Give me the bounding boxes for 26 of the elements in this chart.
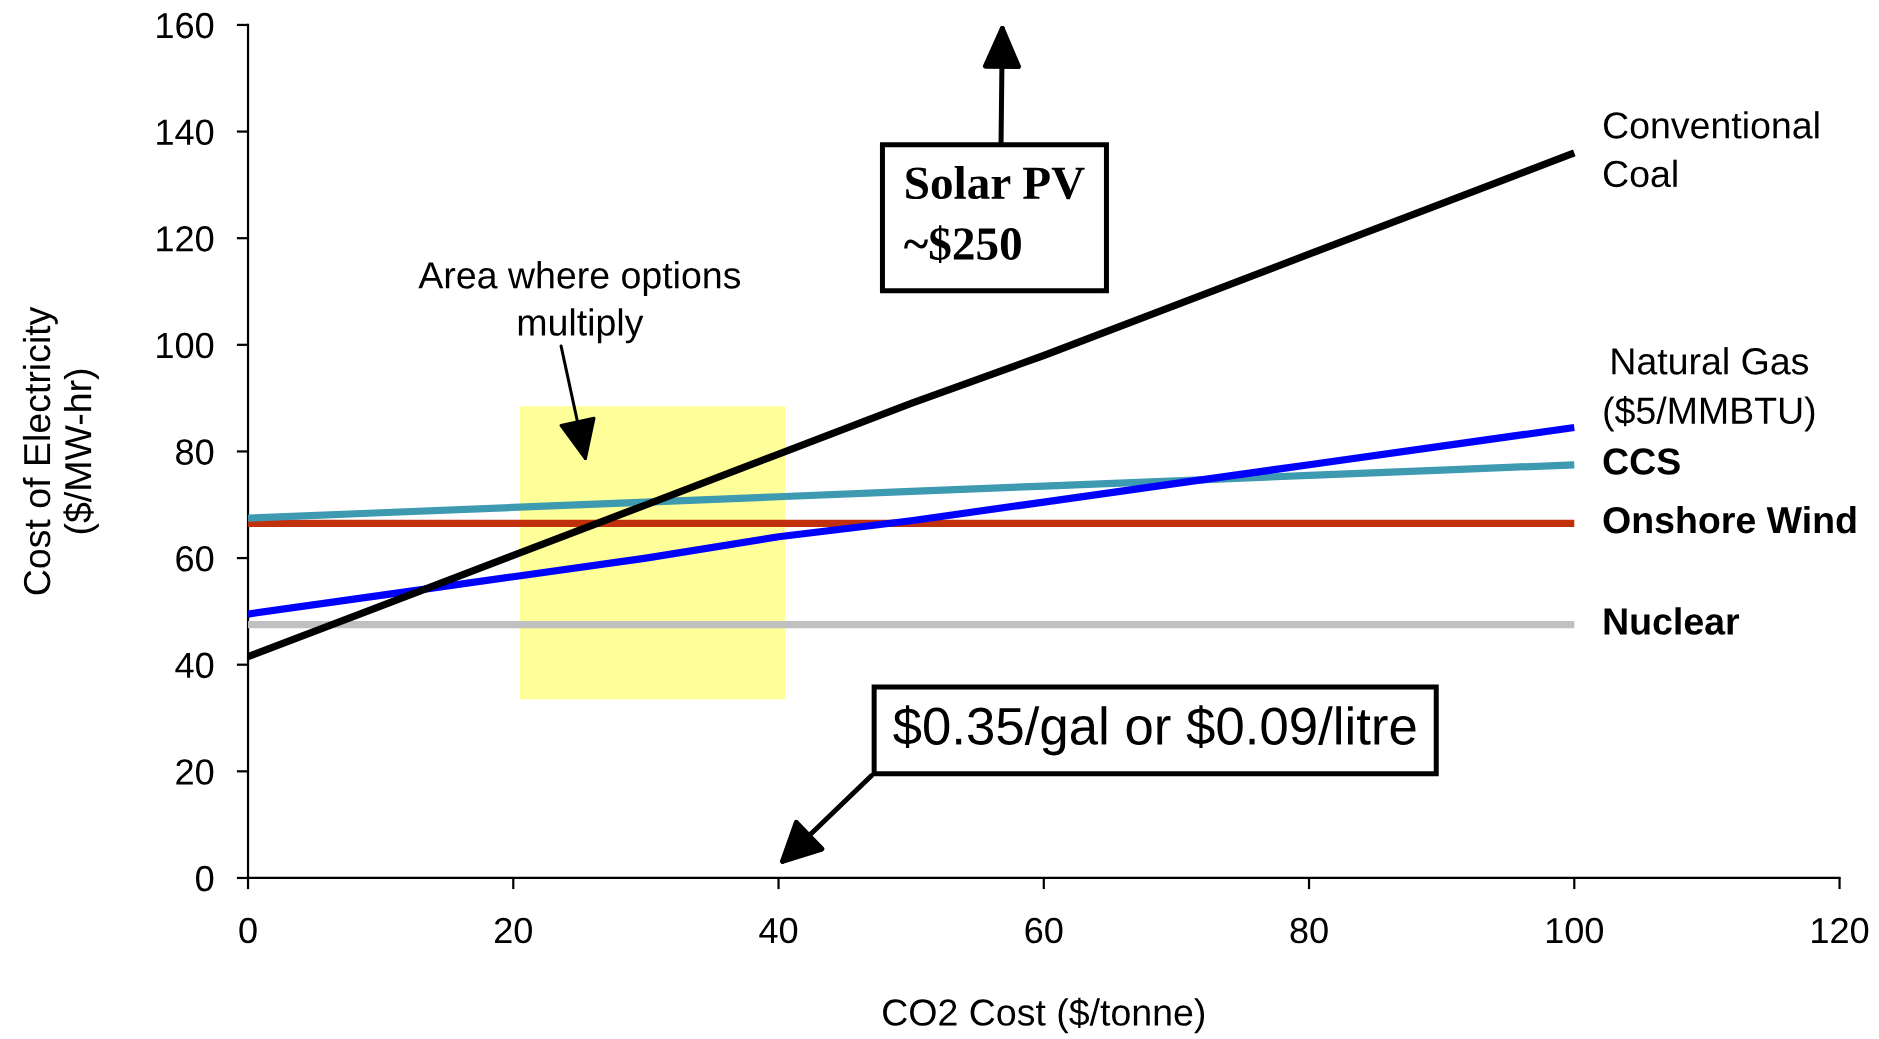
x-tick-label: 40	[759, 917, 798, 944]
y-tick-label: 120	[157, 226, 214, 252]
annotation: Solar PV ~$250	[904, 165, 1085, 264]
x-tick-label: 120	[1812, 917, 1869, 944]
x-tick-label: 20	[495, 917, 532, 944]
x-axis-title: CO2 Cost ($/tonne)	[883, 997, 1205, 1034]
y-tick-label: 80	[176, 439, 214, 465]
x-tick-label: 0	[239, 917, 257, 944]
x-tick-label: 100	[1546, 917, 1603, 944]
y-tick-label: 100	[157, 332, 214, 359]
y-tick-label: 20	[176, 759, 214, 785]
y-tick-label: 60	[176, 545, 214, 572]
y-axis-title: Cost of Electricity ($/MW-hr)	[22, 306, 99, 595]
series-label: Onshore Wind	[1603, 505, 1856, 534]
series-label: Nuclear	[1604, 607, 1740, 635]
series-label: CCS	[1603, 448, 1680, 475]
annotation: $0.35/gal or $0.09/litre	[893, 705, 1416, 756]
x-tick-label: 80	[1290, 917, 1328, 944]
x-tick-label: 60	[1025, 917, 1063, 944]
annotation: Area where options multiply	[418, 261, 741, 344]
y-tick-label: 0	[196, 865, 214, 892]
series-label: Conventional Coal	[1603, 111, 1819, 188]
y-tick-label: 40	[175, 652, 214, 679]
series-label: Natural Gas ($5/MMBTU)	[1604, 347, 1815, 432]
y-tick-label: 160	[157, 12, 214, 39]
y-tick-label: 140	[157, 119, 214, 145]
